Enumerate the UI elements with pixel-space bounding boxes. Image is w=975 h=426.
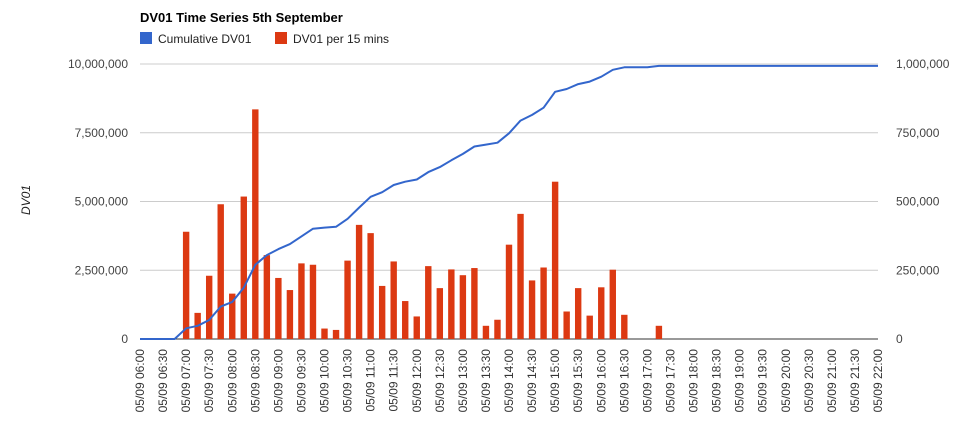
y2-tick-label: 1,000,000 [896, 57, 950, 71]
x-tick-label: 05/09 17:00 [640, 349, 654, 413]
dv01-bar [402, 301, 409, 339]
dv01-bar [448, 269, 455, 339]
x-tick-label: 05/09 11:00 [364, 349, 378, 412]
y-tick-label: 0 [121, 332, 128, 346]
dv01-bar [390, 261, 397, 339]
dv01-bar [298, 263, 305, 339]
x-tick-label: 05/09 16:30 [617, 349, 631, 413]
x-tick-label: 05/09 19:30 [756, 349, 770, 413]
dv01-bar [275, 277, 282, 339]
dv01-bar [321, 328, 328, 339]
x-tick-label: 05/09 09:00 [271, 349, 285, 413]
dv01-bar [517, 213, 524, 339]
x-tick-label: 05/09 22:00 [871, 349, 885, 413]
x-tick-label: 05/09 13:00 [456, 349, 470, 413]
x-tick-label: 05/09 08:00 [225, 349, 239, 413]
x-tick-label: 05/09 15:30 [571, 349, 585, 413]
dv01-bar [378, 285, 386, 339]
dv01-bar [355, 224, 363, 339]
dv01-bar [252, 109, 259, 339]
dv01-bar [505, 244, 513, 339]
chart-title: DV01 Time Series 5th September [140, 10, 343, 25]
y2-tick-label: 750,000 [896, 126, 940, 140]
line-series [140, 64, 878, 340]
dv01-bar [367, 233, 374, 339]
dv01-bar [309, 264, 317, 339]
x-tick-label: 05/09 06:30 [156, 349, 170, 413]
dv01-bar [574, 288, 582, 339]
dv01-bar [471, 268, 478, 339]
gridlines [140, 63, 878, 340]
dv01-bar [482, 325, 490, 339]
y2-tick-label: 250,000 [896, 263, 940, 277]
x-tick-label: 05/09 16:00 [594, 349, 608, 413]
dv01-bar [205, 275, 213, 339]
dv01-bar [436, 288, 444, 339]
legend: Cumulative DV01 DV01 per 15 mins [140, 32, 389, 46]
x-tick-label: 05/09 18:30 [710, 349, 724, 413]
x-tick-label: 05/09 21:00 [825, 349, 839, 413]
x-tick-label: 05/09 14:30 [525, 349, 539, 413]
x-tick-label: 05/09 14:00 [502, 349, 516, 413]
dv01-bar [229, 293, 236, 339]
legend-label: Cumulative DV01 [158, 32, 252, 46]
x-tick-label: 05/09 10:30 [341, 349, 355, 413]
dv01-bar [621, 314, 628, 339]
x-tick-label: 05/09 20:00 [779, 349, 793, 413]
dv01-bar [655, 325, 663, 339]
legend-label: DV01 per 15 mins [293, 32, 389, 46]
dv01-bar [563, 311, 570, 339]
dv01-bar [413, 316, 420, 339]
x-tick-label: 05/09 20:30 [802, 349, 816, 413]
legend-swatch [140, 32, 152, 44]
dv01-bar [528, 280, 536, 339]
x-tick-label: 05/09 09:30 [294, 349, 308, 413]
x-tick-label: 05/09 12:00 [410, 349, 424, 413]
y-axis-label: DV01 [19, 185, 33, 215]
y-tick-label: 10,000,000 [68, 57, 128, 71]
axes: 0 0 2,500,000 250,000 5,000,000 500,000 7,500,… [68, 57, 950, 412]
y-tick-label: 7,500,000 [75, 126, 129, 140]
y2-tick-label: 0 [896, 332, 903, 346]
x-tick-label: 05/09 10:00 [318, 349, 332, 413]
dv01-bar [551, 181, 559, 339]
dv01-bar [240, 196, 247, 339]
dv01-bar [494, 319, 501, 339]
x-tick-label: 05/09 06:00 [133, 349, 147, 413]
dv01-bar [540, 267, 547, 339]
y-tick-label: 5,000,000 [75, 195, 129, 209]
dv01-bar [344, 260, 351, 339]
bar-series [182, 109, 663, 339]
x-tick-label: 05/09 08:30 [248, 349, 262, 413]
y-tick-label: 2,500,000 [75, 263, 129, 277]
cumulative-dv01-line [140, 64, 878, 340]
dv01-bar [217, 204, 224, 339]
dv01-bar [263, 255, 271, 339]
x-tick-label: 05/09 15:00 [548, 349, 562, 413]
dv01-bar [182, 231, 190, 339]
legend-swatch [275, 32, 287, 44]
dv01-bar [459, 275, 467, 339]
x-tick-label: 05/09 07:00 [179, 349, 193, 413]
x-tick-label: 05/09 12:30 [433, 349, 447, 413]
dv01-bar [425, 266, 432, 339]
x-tick-label: 05/09 19:00 [733, 349, 747, 413]
x-tick-label: 05/09 21:30 [848, 349, 862, 413]
dv01-bar [332, 329, 340, 339]
x-tick-label: 05/09 17:30 [663, 349, 677, 413]
dv01-bar [286, 290, 294, 339]
dv01-bar [586, 315, 593, 339]
dv01-bar [609, 269, 616, 339]
x-tick-label: 05/09 13:30 [479, 349, 493, 413]
dv01-bar [598, 287, 605, 339]
y2-tick-label: 500,000 [896, 195, 940, 209]
x-tick-label: 05/09 18:00 [687, 349, 701, 413]
x-tick-label: 05/09 11:30 [387, 349, 401, 412]
x-tick-label: 05/09 07:30 [202, 349, 216, 413]
